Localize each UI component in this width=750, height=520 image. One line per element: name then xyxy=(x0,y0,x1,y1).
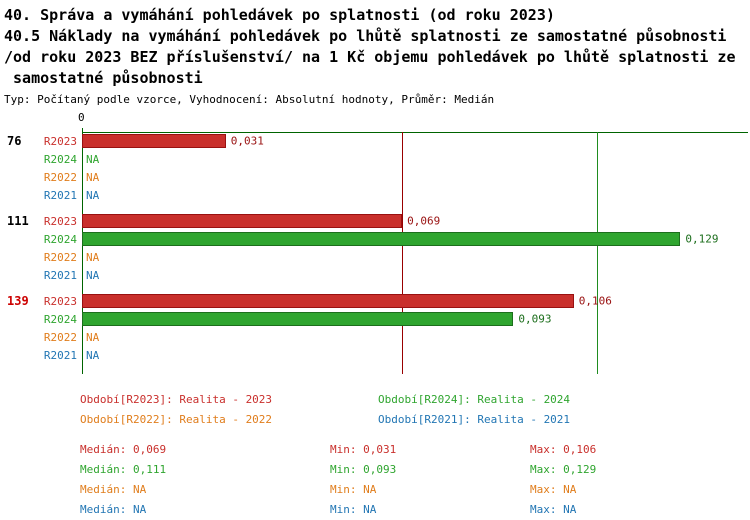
x-axis-line xyxy=(82,132,748,133)
stat-min: Min: NA xyxy=(330,482,377,496)
bar-value-label: 0,031 xyxy=(230,134,264,148)
period-label: R2022 xyxy=(43,250,77,264)
bar-zone: 0,031 xyxy=(82,132,750,150)
report-header: 40. Správa a vymáhání pohledávek po spla… xyxy=(0,0,750,107)
bar-zone: NA xyxy=(82,186,750,204)
na-label: NA xyxy=(86,348,100,362)
group-id-label: 111 xyxy=(7,214,29,228)
bar-row: R2022 NA xyxy=(0,168,750,186)
bar-row: R2024 0,129 xyxy=(0,230,750,248)
bar-zone: 0,093 xyxy=(82,310,750,328)
bar-value-label: 0,106 xyxy=(578,294,612,308)
stat-max: Max: 0,129 xyxy=(530,462,597,476)
period-label: R2021 xyxy=(43,188,77,202)
period-label: R2022 xyxy=(43,170,77,184)
stat-min: Min: NA xyxy=(330,502,377,516)
legend-item-r2024: Období[R2024]: Realita - 2024 xyxy=(378,393,571,406)
report-title-line-3: /od roku 2023 BEZ příslušenství/ na 1 Kč… xyxy=(4,48,736,66)
na-label: NA xyxy=(86,330,100,344)
period-label: R2023 xyxy=(43,294,77,308)
stat-max: Max: 0,106 xyxy=(530,442,597,456)
bar-group: 76 R2023 0,031 R2024 NA R2022 NA R2021 NA xyxy=(0,132,750,204)
bar-row: 76 R2023 0,031 xyxy=(0,132,750,150)
bar-zone: NA xyxy=(82,150,750,168)
bar-zone: NA xyxy=(82,168,750,186)
bar-row: R2022 NA xyxy=(0,328,750,346)
bar-row: R2021 NA xyxy=(0,266,750,284)
bar-group: 139 R2023 0,106 R2024 0,093 R2022 NA R2021 NA xyxy=(0,292,750,364)
median-line-r2023 xyxy=(402,132,404,374)
bar xyxy=(82,312,514,326)
group-id-label: 76 xyxy=(7,134,22,148)
plot-area: 76 R2023 0,031 R2024 NA R2022 NA R2021 NA 111 R202… xyxy=(0,132,750,364)
stat-median: Medián: NA xyxy=(80,502,147,516)
median-line-r2024 xyxy=(596,132,598,374)
stats: Medián: 0,069 Min: 0,031 Max: 0,106 Medián:… xyxy=(0,439,750,519)
stat-max: Max: NA xyxy=(530,502,577,516)
na-label: NA xyxy=(86,188,100,202)
bar-row: 111 R2023 0,069 xyxy=(0,212,750,230)
bar xyxy=(82,134,226,148)
bar-zone: NA xyxy=(82,248,750,266)
bar-chart: 0 76 R2023 0,031 R2024 NA R2022 NA R2021 NA 111 R2… xyxy=(0,111,750,378)
bar-row: R2024 0,093 xyxy=(0,310,750,328)
plot-wrap: 76 R2023 0,031 R2024 NA R2022 NA R2021 NA 111 R202… xyxy=(0,128,750,378)
stat-max: Max: NA xyxy=(530,482,577,496)
bar-zone: 0,129 xyxy=(82,230,750,248)
legend-item-r2021: Období[R2021]: Realita - 2021 xyxy=(378,413,571,426)
legend-item-r2023: Období[R2023]: Realita - 2023 xyxy=(80,393,273,406)
na-label: NA xyxy=(86,250,100,264)
stat-min: Min: 0,093 xyxy=(330,462,397,476)
stats-row-r2024: Medián: 0,111 Min: 0,093 Max: 0,129 xyxy=(80,459,750,479)
report-title-line-1: 40. Správa a vymáhání pohledávek po spla… xyxy=(4,6,555,24)
stat-median: Medián: NA xyxy=(80,482,147,496)
report-title-line-2: 40.5 Náklady na vymáhání pohledávek po l… xyxy=(4,27,727,45)
report-subtitle: Typ: Počítaný podle vzorce, Vyhodnocení:… xyxy=(4,93,495,106)
bar-row: R2021 NA xyxy=(0,346,750,364)
legend-item-r2022: Období[R2022]: Realita - 2022 xyxy=(80,413,273,426)
period-label: R2021 xyxy=(43,268,77,282)
bar-zone: NA xyxy=(82,328,750,346)
stats-row-r2021: Medián: NA Min: NA Max: NA xyxy=(80,499,750,519)
bar-value-label: 0,129 xyxy=(685,232,719,246)
period-label: R2022 xyxy=(43,330,77,344)
period-label: R2021 xyxy=(43,348,77,362)
bar-value-label: 0,069 xyxy=(407,214,441,228)
bar-row: R2022 NA xyxy=(0,248,750,266)
bar-group: 111 R2023 0,069 R2024 0,129 R2022 NA R2021 NA xyxy=(0,212,750,284)
na-label: NA xyxy=(86,170,100,184)
bar xyxy=(82,232,681,246)
period-label: R2024 xyxy=(43,152,77,166)
na-label: NA xyxy=(86,268,100,282)
stats-row-r2023: Medián: 0,069 Min: 0,031 Max: 0,106 xyxy=(80,439,750,459)
bar-zone: NA xyxy=(82,266,750,284)
report-title-line-4: samostatné působnosti xyxy=(4,69,203,87)
bar-value-label: 0,093 xyxy=(518,312,552,326)
bar xyxy=(82,214,403,228)
bar-zone: NA xyxy=(82,346,750,364)
bar xyxy=(82,294,574,308)
y-axis-line xyxy=(82,128,83,374)
bar-row: 139 R2023 0,106 xyxy=(0,292,750,310)
bar-row: R2024 NA xyxy=(0,150,750,168)
group-id-label: 139 xyxy=(7,294,29,308)
bar-row: R2021 NA xyxy=(0,186,750,204)
bar-zone: 0,106 xyxy=(82,292,750,310)
stat-median: Medián: 0,069 xyxy=(80,442,167,456)
bar-zone: 0,069 xyxy=(82,212,750,230)
stat-min: Min: 0,031 xyxy=(330,442,397,456)
na-label: NA xyxy=(86,152,100,166)
legend: Období[R2023]: Realita - 2023 Období[R202… xyxy=(0,393,750,427)
stat-median: Medián: 0,111 xyxy=(80,462,167,476)
period-label: R2024 xyxy=(43,232,77,246)
period-label: R2023 xyxy=(43,214,77,228)
period-label: R2023 xyxy=(43,134,77,148)
x-axis-zero-label: 0 xyxy=(78,111,85,124)
stats-row-r2022: Medián: NA Min: NA Max: NA xyxy=(80,479,750,499)
period-label: R2024 xyxy=(43,312,77,326)
